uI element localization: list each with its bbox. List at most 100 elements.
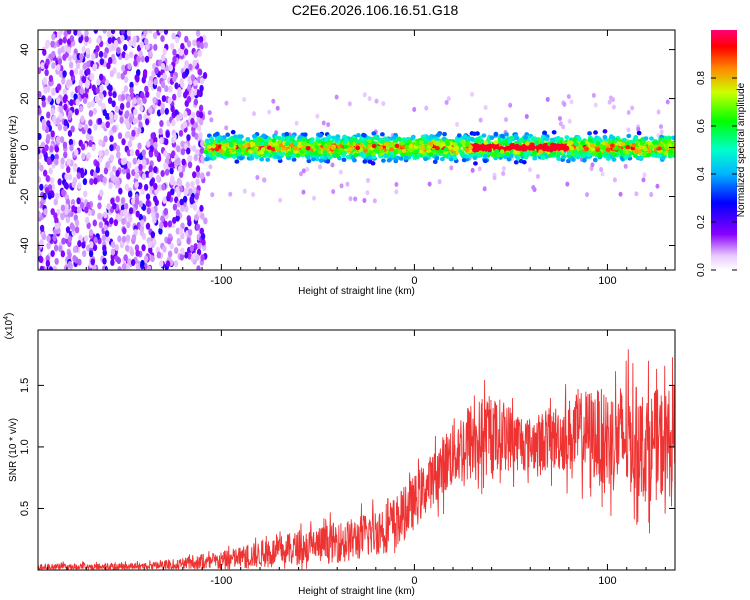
spectrogram-cell: [143, 30, 148, 36]
spectrogram-cell: [394, 181, 399, 187]
spectrogram-cell: [452, 142, 458, 147]
spectrogram-cell: [193, 51, 198, 59]
spectrogram-cell: [38, 147, 41, 155]
spectrogram-cell: [88, 228, 94, 236]
spectrogram-cell: [182, 195, 188, 203]
spectrogram-cell: [39, 224, 45, 232]
spectrogram-cell: [39, 183, 44, 191]
spectrogram-cell: [46, 111, 51, 119]
spectrogram-cell: [655, 183, 660, 189]
spectrogram-cell: [90, 100, 96, 108]
spectrogram-cell: [224, 125, 229, 131]
snr-plot: -100 0 100 0.5 1.0 1.5 Height of straight line…: [3, 313, 676, 597]
spectrogram-cell: [162, 72, 167, 80]
spectrogram-cell: [62, 53, 67, 61]
spectrogram-cell: [160, 81, 166, 89]
spectrogram-cell: [305, 155, 311, 160]
spectrogram-cell: [565, 181, 570, 187]
spectrogram-cell: [140, 259, 145, 267]
spectrogram-cell: [366, 138, 372, 144]
spectrogram-cell: [502, 154, 508, 160]
snr-series-line: [38, 349, 675, 570]
spectrogram-cell: [172, 133, 177, 141]
spectrogram-cell: [393, 158, 399, 164]
spectrogram-cell: [251, 192, 256, 198]
spectrogram-cell: [187, 161, 193, 169]
spectrogram-cell: [524, 114, 529, 120]
spectrogram-cell: [50, 107, 56, 115]
spectrogram-cell: [48, 75, 54, 83]
spectrogram-cell: [318, 158, 324, 163]
spectrogram-cell: [302, 132, 308, 137]
spectrogram-cell: [117, 132, 123, 140]
spectrogram-cell: [638, 156, 644, 161]
spectrogram-cell: [211, 151, 217, 157]
spectrogram-cell: [76, 197, 81, 205]
spectrogram-cell: [566, 94, 571, 100]
spectrogram-cell: [85, 133, 91, 141]
spectrogram-cell: [54, 158, 59, 166]
spectrogram-cell: [87, 101, 92, 109]
spectrogram-cell: [649, 192, 654, 198]
spectrogram-cell: [96, 37, 101, 45]
spectrogram-cell: [197, 68, 203, 76]
spectrogram-cell: [102, 109, 107, 117]
spectrogram-cell: [70, 91, 75, 99]
spectrogram-cell: [199, 227, 204, 235]
spectrogram-cell: [54, 217, 59, 225]
spectrogram-cell: [330, 145, 336, 151]
spectrogram-cell: [245, 137, 251, 142]
spectrogram-cell: [179, 198, 184, 206]
spectrogram-cell: [274, 135, 280, 140]
spectrogram-cell: [97, 212, 102, 220]
spectrogram-cell: [53, 198, 58, 206]
spectrogram-cell: [64, 182, 69, 190]
spectrogram-cell: [67, 54, 73, 62]
spectrogram-cell: [140, 187, 145, 195]
spectrogram-cell: [137, 113, 143, 121]
spectrogram-cell: [119, 116, 124, 124]
spectrogram-cell: [634, 191, 639, 197]
spectrogram-cell: [184, 187, 189, 195]
spectrogram-cell: [75, 98, 80, 106]
spectrogram-cell: [46, 242, 51, 250]
spectrogram-cell: [194, 213, 199, 221]
spectrogram-cell: [423, 156, 428, 162]
spectrogram-cell: [60, 204, 66, 212]
spectrogram-cell: [196, 89, 202, 97]
spectrogram-cell: [460, 151, 465, 156]
spectrogram-cell: [381, 101, 386, 107]
spectrogram-cell: [124, 183, 130, 191]
spectrogram-cell: [64, 264, 69, 270]
spectrogram-cell: [265, 157, 271, 162]
spectrogram-cell: [611, 157, 617, 162]
spectrogram-cell: [519, 138, 524, 143]
spectrogram-cell: [394, 143, 400, 149]
spectrogram-cell: [243, 144, 249, 149]
spectrogram-cell: [180, 80, 185, 88]
spectrogram-cell: [663, 144, 669, 150]
spectrogram-cell: [442, 131, 447, 137]
spectrogram-cell: [87, 128, 92, 136]
spectrogram-cell: [255, 142, 261, 147]
spectrogram-cell: [293, 149, 299, 154]
spectrogram-cell: [79, 201, 85, 209]
spectrogram-cell: [99, 189, 104, 197]
spectrogram-cell: [160, 215, 165, 223]
spectrogram-cell: [46, 85, 51, 93]
spectrogram-cell: [133, 59, 138, 67]
spectrogram-cell: [184, 205, 189, 213]
spectrogram-cell: [595, 147, 601, 153]
spectrogram-cell: [178, 227, 184, 235]
spectrogram-cell: [52, 234, 57, 242]
spectrogram-cell: [40, 62, 45, 70]
spectrogram-cell: [326, 122, 331, 128]
spectrogram-cell: [120, 72, 125, 80]
spectrogram-cell: [153, 141, 158, 149]
spectrogram-cell: [551, 151, 557, 156]
spectrogram-cell: [195, 178, 200, 186]
spectrogram-cell: [122, 157, 128, 165]
spectrogram-cell: [237, 147, 243, 153]
spectrogram-cell: [172, 75, 177, 83]
spectrogram-cell: [170, 105, 175, 113]
